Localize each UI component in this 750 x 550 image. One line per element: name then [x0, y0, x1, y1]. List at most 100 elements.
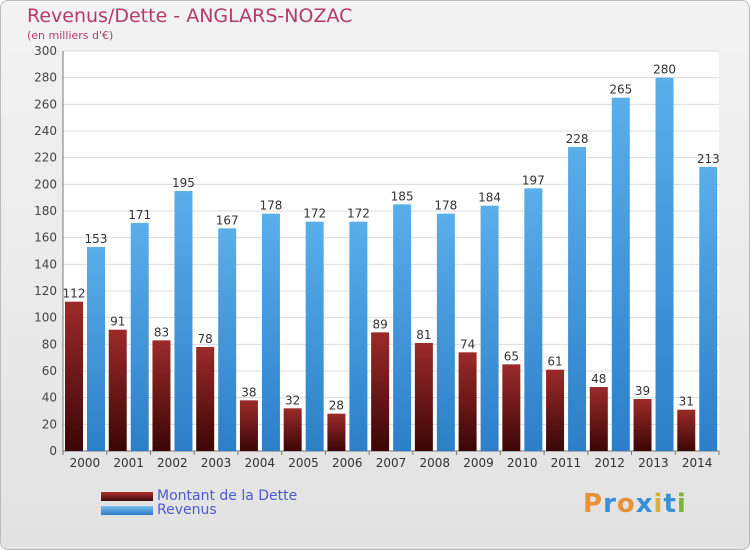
y-tick-label: 20: [42, 417, 57, 431]
bar-revenus: [480, 205, 499, 451]
data-label: 83: [154, 325, 169, 339]
y-tick-label: 220: [34, 151, 57, 165]
bar-dette: [502, 364, 521, 451]
data-label: 153: [85, 232, 108, 246]
data-label: 167: [216, 213, 239, 227]
x-tick-label: 2000: [70, 456, 101, 470]
bar-revenus: [87, 247, 105, 451]
bar-revenus: [174, 191, 193, 451]
data-label: 28: [329, 399, 344, 413]
plot-area: [63, 51, 719, 451]
data-label: 172: [347, 207, 370, 221]
data-label: 39: [635, 384, 650, 398]
logo-letter: i: [653, 489, 664, 519]
data-label: 195: [172, 176, 195, 190]
data-label: 91: [110, 315, 125, 329]
y-tick-label: 280: [34, 71, 57, 85]
legend-label-revenus: Revenus: [157, 502, 217, 518]
bar-revenus: [524, 188, 543, 452]
chart-title: Revenus/Dette - ANGLARS-NOZAC: [27, 5, 353, 27]
data-label: 48: [591, 372, 606, 386]
x-tick-label: 2014: [682, 456, 713, 470]
data-label: 178: [434, 199, 457, 213]
data-label: 185: [391, 189, 414, 203]
legend-item-dette: Montant de la Dette: [101, 488, 298, 504]
logo-letter: o: [616, 489, 636, 519]
bar-dette: [371, 332, 390, 451]
bar-revenus: [261, 213, 280, 451]
bar-dette: [546, 369, 565, 451]
bar-revenus: [568, 147, 587, 451]
data-label: 171: [128, 208, 151, 222]
x-tick-label: 2012: [594, 456, 625, 470]
bar-dette: [414, 343, 433, 451]
bar-revenus: [436, 213, 455, 451]
data-label: 112: [63, 287, 86, 301]
data-label: 89: [372, 317, 387, 331]
x-tick-label: 2005: [288, 456, 319, 470]
data-label: 38: [241, 385, 256, 399]
data-label: 184: [478, 191, 501, 205]
bar-dette: [589, 387, 608, 451]
data-label: 74: [460, 337, 475, 351]
bar-revenus: [655, 77, 674, 452]
y-tick-label: 300: [34, 44, 57, 58]
bar-dette: [327, 413, 346, 451]
y-tick-label: 140: [34, 257, 57, 271]
data-label: 228: [566, 132, 589, 146]
data-label: 197: [522, 173, 545, 187]
proxiti-logo: Proxiti: [583, 489, 687, 519]
y-tick-label: 100: [34, 311, 57, 325]
data-label: 78: [198, 332, 213, 346]
data-label: 32: [285, 393, 300, 407]
data-label: 172: [303, 207, 326, 221]
bar-dette: [65, 301, 83, 451]
x-tick-label: 2007: [376, 456, 407, 470]
bar-revenus: [393, 204, 412, 451]
data-label: 81: [416, 328, 431, 342]
bar-dette: [152, 340, 171, 451]
data-label: 213: [697, 152, 720, 166]
x-tick-label: 2010: [507, 456, 538, 470]
bar-revenus: [130, 223, 149, 451]
bar-dette: [283, 408, 302, 451]
x-tick-label: 2011: [551, 456, 582, 470]
data-label: 61: [547, 355, 562, 369]
x-tick-label: 2004: [245, 456, 276, 470]
data-label: 280: [653, 63, 676, 77]
x-tick-label: 2013: [638, 456, 669, 470]
data-label: 178: [259, 199, 282, 213]
x-tick-label: 2009: [463, 456, 494, 470]
logo-letter: t: [663, 489, 677, 519]
chart-subtitle: (en milliers d'€): [27, 29, 114, 42]
bar-revenus: [699, 167, 718, 451]
y-tick-label: 0: [49, 444, 57, 458]
y-tick-label: 180: [34, 204, 57, 218]
y-tick-label: 40: [42, 391, 57, 405]
y-tick-label: 120: [34, 284, 57, 298]
x-tick-label: 2003: [201, 456, 232, 470]
x-tick-label: 2008: [419, 456, 450, 470]
x-tick-label: 2002: [157, 456, 188, 470]
y-tick-label: 80: [42, 337, 57, 351]
legend-label-dette: Montant de la Dette: [157, 488, 298, 504]
bar-revenus: [349, 221, 368, 451]
bar-dette: [458, 352, 477, 451]
bar-revenus: [611, 97, 630, 452]
data-label: 65: [504, 349, 519, 363]
bar-dette: [108, 329, 127, 451]
data-label: 265: [609, 83, 632, 97]
bar-revenus: [305, 221, 324, 451]
logo-letter: x: [635, 489, 654, 519]
bar-dette: [677, 409, 696, 451]
logo-letter: i: [676, 489, 687, 519]
bar-revenus: [218, 228, 237, 451]
y-tick-label: 200: [34, 177, 57, 191]
legend-swatch-revenus: [101, 505, 153, 515]
logo-letter: r: [603, 489, 617, 519]
bar-dette: [196, 347, 215, 451]
logo-letter: P: [583, 489, 604, 519]
y-tick-label: 240: [34, 124, 57, 138]
